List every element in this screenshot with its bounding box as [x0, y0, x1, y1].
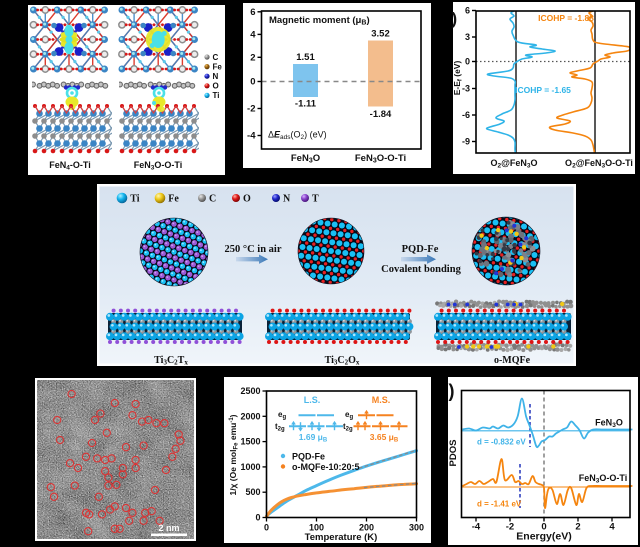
svg-text:0: 0	[255, 513, 260, 523]
svg-text:300: 300	[409, 523, 424, 533]
svg-text:d = -1.41 eV: d = -1.41 eV	[477, 500, 522, 509]
svg-text:1000: 1000	[240, 462, 260, 472]
svg-text:3.65 μB: 3.65 μB	[370, 432, 399, 444]
svg-text:250 °C in air: 250 °C in air	[225, 244, 282, 255]
svg-text:o-MQFe-10:20:5: o-MQFe-10:20:5	[292, 462, 360, 472]
svg-text:-9: -9	[462, 137, 470, 147]
svg-text:Temperature (K): Temperature (K)	[305, 532, 378, 543]
svg-text:E-Ef (eV): E-Ef (eV)	[452, 61, 464, 96]
svg-text:t2g: t2g	[343, 422, 353, 433]
svg-text:1.51: 1.51	[296, 52, 315, 63]
svg-text:6: 6	[465, 6, 470, 16]
svg-text:FeN3O-O-Ti: FeN3O-O-Ti	[355, 153, 406, 165]
svg-text:Magnetic moment (μB): Magnetic moment (μB)	[269, 15, 370, 27]
svg-text:FeN3O-O-Ti: FeN3O-O-Ti	[134, 160, 182, 172]
svg-text:-4: -4	[472, 522, 481, 533]
svg-text:C: C	[209, 194, 216, 205]
svg-text:): )	[449, 381, 455, 401]
svg-text:1500: 1500	[240, 437, 260, 447]
svg-text:0: 0	[250, 77, 255, 88]
svg-text:Energy(eV): Energy(eV)	[516, 531, 571, 543]
svg-text:C: C	[213, 53, 219, 62]
svg-text:1/χ (Oe molFe emu-1): 1/χ (Oe molFe emu-1)	[228, 414, 240, 495]
svg-text:4: 4	[609, 522, 615, 533]
svg-text:-2: -2	[247, 104, 255, 115]
svg-text:Fe: Fe	[168, 194, 179, 205]
svg-text:2000: 2000	[240, 411, 260, 421]
svg-text:Fe: Fe	[213, 62, 223, 71]
svg-text:o-MQFe: o-MQFe	[494, 355, 531, 366]
svg-text:O: O	[243, 194, 251, 205]
svg-text:0: 0	[541, 522, 546, 533]
svg-text:N: N	[283, 194, 291, 205]
svg-text:2500: 2500	[240, 386, 260, 396]
svg-text:Ti: Ti	[130, 194, 139, 205]
svg-text:O2@FeN3O-O-Ti: O2@FeN3O-O-Ti	[565, 158, 633, 170]
svg-text:100: 100	[309, 523, 324, 533]
svg-text:O2@FeN3O: O2@FeN3O	[490, 158, 537, 170]
svg-text:2: 2	[250, 52, 255, 63]
svg-text:3: 3	[465, 32, 470, 42]
svg-text:t2g: t2g	[275, 422, 285, 433]
svg-text:ΔEads(O2) (eV): ΔEads(O2) (eV)	[268, 130, 327, 142]
svg-text:Ti3C2Tx: Ti3C2Tx	[154, 355, 188, 367]
svg-text:M.S.: M.S.	[372, 395, 391, 405]
svg-text:ICOHP = -1.88: ICOHP = -1.88	[538, 13, 594, 23]
svg-text:-3: -3	[462, 84, 470, 94]
svg-text:PDOS: PDOS	[448, 440, 459, 467]
svg-text:L.S.: L.S.	[304, 395, 321, 405]
svg-text:-4: -4	[247, 131, 256, 142]
svg-text:3.52: 3.52	[371, 29, 390, 40]
svg-text:O: O	[213, 82, 219, 91]
svg-text:6: 6	[250, 7, 255, 18]
svg-text:ICOHP = -1.65: ICOHP = -1.65	[515, 85, 571, 95]
svg-text:FeN3O: FeN3O	[595, 418, 623, 430]
svg-text:2 nm: 2 nm	[158, 523, 179, 533]
svg-text:): )	[452, 9, 458, 28]
svg-text:-1.11: -1.11	[295, 99, 317, 110]
svg-text:0: 0	[264, 523, 269, 533]
svg-text:500: 500	[245, 487, 260, 497]
svg-text:1.69 μB: 1.69 μB	[299, 432, 328, 444]
svg-text:FeN3O: FeN3O	[291, 153, 320, 165]
svg-text:-2: -2	[506, 522, 514, 533]
svg-text:d = -0.832 eV: d = -0.832 eV	[477, 438, 526, 447]
svg-text:N: N	[213, 72, 219, 81]
svg-text:200: 200	[359, 523, 374, 533]
svg-text:FeN4-O-Ti: FeN4-O-Ti	[49, 160, 90, 172]
svg-text:Covalent bonding: Covalent bonding	[381, 264, 461, 275]
svg-text:0: 0	[465, 57, 470, 67]
svg-text:PQD-Fe: PQD-Fe	[402, 244, 439, 255]
svg-text:Ti: Ti	[213, 91, 220, 100]
svg-text:eg: eg	[278, 410, 286, 421]
svg-text:2: 2	[575, 522, 580, 533]
svg-text:Ti3C2Ox: Ti3C2Ox	[325, 355, 360, 367]
svg-text:-1.84: -1.84	[370, 109, 392, 120]
svg-text:FeN3O-O-Ti: FeN3O-O-Ti	[579, 473, 627, 485]
svg-text:PQD-Fe: PQD-Fe	[292, 452, 325, 462]
svg-text:eg: eg	[345, 410, 353, 421]
svg-text:4: 4	[250, 29, 256, 40]
svg-text:-6: -6	[462, 110, 470, 120]
svg-text:T: T	[312, 194, 319, 205]
